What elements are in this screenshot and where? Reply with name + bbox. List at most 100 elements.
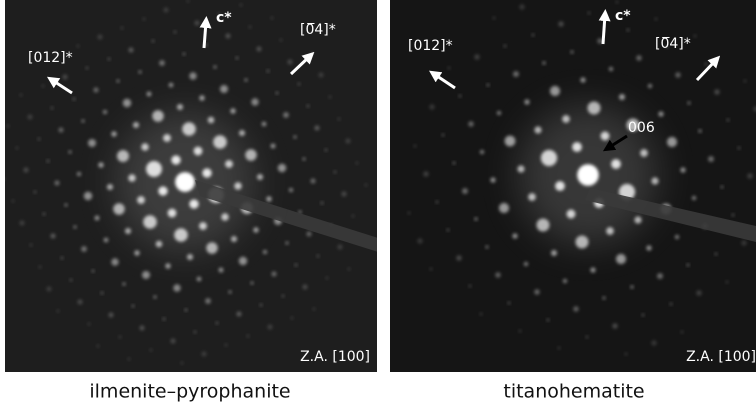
diffraction-spot xyxy=(694,35,697,38)
diffraction-spot xyxy=(171,155,180,164)
diffraction-spot xyxy=(289,188,293,192)
diffraction-spot xyxy=(77,172,81,176)
diffraction-spot xyxy=(225,160,233,168)
diffraction-spot xyxy=(230,108,235,113)
diffraction-spot xyxy=(497,111,501,115)
diffraction-spot xyxy=(168,209,177,218)
diffraction-spot xyxy=(276,92,279,95)
diffraction-spot xyxy=(86,67,89,70)
diffraction-spot xyxy=(92,270,95,273)
diffraction-spot xyxy=(237,312,242,317)
diffraction-spot xyxy=(140,326,145,331)
diffraction-spot xyxy=(302,157,305,160)
diffraction-spot xyxy=(307,105,310,108)
diffraction-spot xyxy=(177,104,183,110)
diffraction-spot xyxy=(352,215,355,218)
diffraction-spot xyxy=(570,50,573,53)
diffraction-spot xyxy=(436,201,439,204)
diffraction-spot xyxy=(278,164,286,172)
diffraction-spot xyxy=(705,63,708,66)
diffraction-spot xyxy=(164,8,169,13)
diffraction-spot xyxy=(216,322,219,325)
diffraction-spot xyxy=(70,279,73,282)
diffraction-spot xyxy=(524,99,529,104)
diffraction-spot xyxy=(657,273,663,279)
diffraction-spot xyxy=(251,98,258,105)
diffraction-spot xyxy=(534,289,539,294)
diffraction-spot xyxy=(283,112,289,118)
diffraction-spot xyxy=(474,54,479,59)
diffraction-spot xyxy=(587,101,600,114)
diffraction-spot xyxy=(667,137,677,147)
diffraction-spot xyxy=(268,325,273,330)
diffraction-spot xyxy=(231,236,237,242)
diffraction-spot xyxy=(234,182,241,189)
diffraction-spot xyxy=(429,104,434,109)
diffraction-spot xyxy=(642,314,645,317)
diffraction-spot xyxy=(417,238,422,243)
diffraction-spot xyxy=(651,340,656,345)
diffraction-spot xyxy=(670,303,673,306)
diffraction-spot xyxy=(282,295,285,298)
diffraction-spot xyxy=(577,164,599,186)
diffraction-spot xyxy=(150,349,153,352)
diffraction-spot xyxy=(43,213,46,216)
diffraction-spot xyxy=(550,86,560,96)
diffraction-spot xyxy=(619,94,625,100)
diffraction-spot xyxy=(39,266,42,269)
diffraction-spot xyxy=(342,192,347,197)
diffraction-spot xyxy=(47,287,52,292)
diffraction-spot xyxy=(113,203,124,214)
diffraction-spot xyxy=(675,235,679,239)
diffraction-spot xyxy=(547,319,550,322)
diffraction-spot xyxy=(94,88,99,93)
diffraction-spot xyxy=(240,4,243,7)
diffraction-spot xyxy=(311,52,314,55)
diffraction-spot xyxy=(687,264,690,267)
diffraction-spot xyxy=(698,129,701,132)
diffraction-spot xyxy=(625,353,628,356)
diffraction-spot xyxy=(174,228,188,242)
diffraction-spot xyxy=(262,122,267,127)
diffraction-spot xyxy=(732,214,735,217)
diffraction-spot xyxy=(532,34,535,37)
diffraction-spot xyxy=(98,35,103,40)
diffraction-spot xyxy=(303,285,308,290)
diffraction-spot xyxy=(293,135,296,138)
diffraction-spot xyxy=(542,61,545,64)
diffraction-spot xyxy=(474,217,477,220)
diffraction-spot xyxy=(311,179,316,184)
diffraction-spot xyxy=(563,279,567,283)
diffraction-spot xyxy=(612,323,617,328)
diffraction-spot xyxy=(558,347,561,350)
diffraction-spot xyxy=(562,115,570,123)
diffraction-spot xyxy=(205,298,211,304)
diffraction-spot xyxy=(257,47,262,52)
diffraction-spot xyxy=(239,130,245,136)
diffraction-spot xyxy=(103,110,107,114)
diffraction-spot xyxy=(77,45,80,48)
direction-label: [0̅4]* xyxy=(655,36,691,52)
diffraction-spot xyxy=(609,67,613,71)
diffraction-spot xyxy=(517,165,524,172)
diffraction-spot xyxy=(493,17,496,20)
diffraction-spot xyxy=(165,263,170,268)
diffraction-spot xyxy=(263,250,267,254)
diffraction-spot xyxy=(307,232,312,237)
diffraction-spot xyxy=(456,255,461,260)
diffraction-spot xyxy=(727,119,730,122)
diffraction-spot xyxy=(313,308,316,311)
diffraction-spot xyxy=(183,53,186,56)
diffraction-spot xyxy=(16,147,19,150)
caption: titanohematite xyxy=(503,381,644,403)
diffraction-spot xyxy=(508,302,511,305)
diffraction-spot xyxy=(156,241,163,248)
diffraction-spot xyxy=(143,215,157,229)
diffraction-spot xyxy=(88,139,96,147)
diffraction-spot xyxy=(28,115,33,120)
annotation: 006 xyxy=(628,120,655,136)
diffraction-spot xyxy=(528,193,536,201)
diffraction-spot xyxy=(194,147,203,156)
diffraction-spot xyxy=(236,57,239,60)
diffraction-spot xyxy=(687,101,690,104)
